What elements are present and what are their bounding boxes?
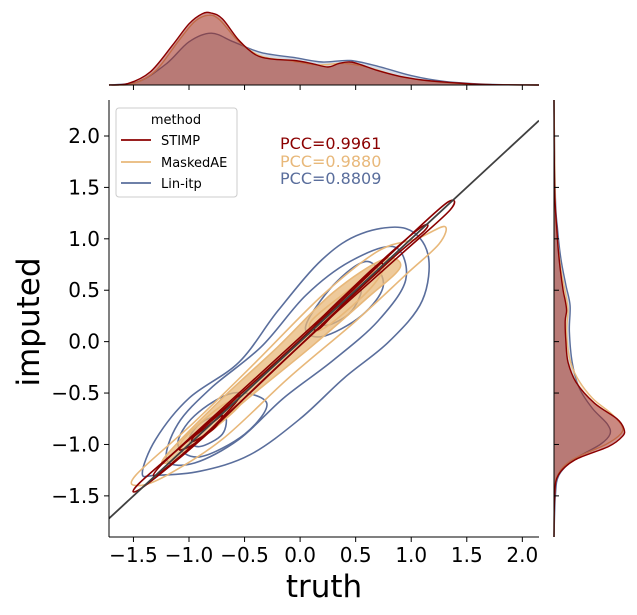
x-tick-label: −0.5	[220, 543, 269, 567]
y-tick-label: 2.0	[68, 124, 100, 148]
contour-lin-itp-2	[177, 391, 268, 458]
y-tick-label: 0.0	[68, 330, 100, 354]
legend-label-lin-itp: Lin-itp	[161, 177, 202, 192]
x-tick-label: 0.5	[340, 543, 372, 567]
x-axis-title: truth	[286, 569, 362, 605]
y-tick-label: −1.5	[51, 484, 100, 508]
top-marginal-density	[108, 11, 540, 86]
y-tick-label: 0.5	[68, 278, 100, 302]
top-marginal-fill-stimp	[109, 12, 539, 86]
y-axis-title: imputed	[11, 257, 47, 386]
right-marginal-line-stimp	[553, 99, 626, 538]
y-tick-label: −0.5	[51, 381, 100, 405]
x-axis-ticks: −1.5 −1.0 −0.5 0.0 0.5 1.0 1.5 2.0	[109, 537, 538, 567]
pcc-maskedae: PCC=0.9880	[280, 152, 381, 171]
contour-maskedae-0	[130, 225, 447, 487]
legend-title: method	[151, 113, 201, 128]
y-tick-label: −1.0	[51, 432, 100, 456]
main-plot-area	[109, 119, 539, 520]
kde-contours	[130, 199, 456, 493]
x-tick-label: 0.0	[284, 543, 316, 567]
right-marginal-fill-maskedae	[554, 100, 623, 537]
right-marginal-fill-stimp	[554, 100, 625, 537]
top-marginal-line-lin-itp	[108, 32, 540, 86]
x-tick-label: −1.5	[109, 543, 158, 567]
x-tick-label: 1.5	[451, 543, 483, 567]
pcc-stimp: PCC=0.9961	[280, 134, 381, 153]
y-tick-label: 1.0	[68, 227, 100, 251]
pcc-lin-itp: PCC=0.8809	[280, 169, 381, 188]
top-marginal-line-stimp	[108, 11, 540, 86]
y-axis-ticks: −1.5 −1.0 −0.5 0.0 0.5 1.0 1.5 2.0	[51, 124, 109, 508]
legend-label-maskedae: MaskedAE	[161, 156, 227, 171]
top-marginal-fill-lin-itp	[109, 33, 539, 85]
x-tick-label: 1.0	[395, 543, 427, 567]
legend-label-stimp: STIMP	[161, 134, 200, 149]
identity-line	[109, 119, 539, 520]
right-marginal-fill-lin-itp	[554, 100, 611, 537]
top-marginal-ticks	[132, 85, 523, 90]
top-marginal-fill-maskedae	[109, 15, 539, 86]
x-tick-label: −1.0	[165, 543, 214, 567]
right-marginal-ticks	[554, 135, 559, 497]
legend: method STIMP MaskedAE Lin-itp	[115, 107, 238, 198]
contour-stimp-3	[313, 262, 384, 332]
legend-box	[115, 107, 238, 198]
x-tick-label: 2.0	[506, 543, 538, 567]
y-tick-label: 1.5	[68, 175, 100, 199]
right-marginal-density	[553, 99, 626, 538]
